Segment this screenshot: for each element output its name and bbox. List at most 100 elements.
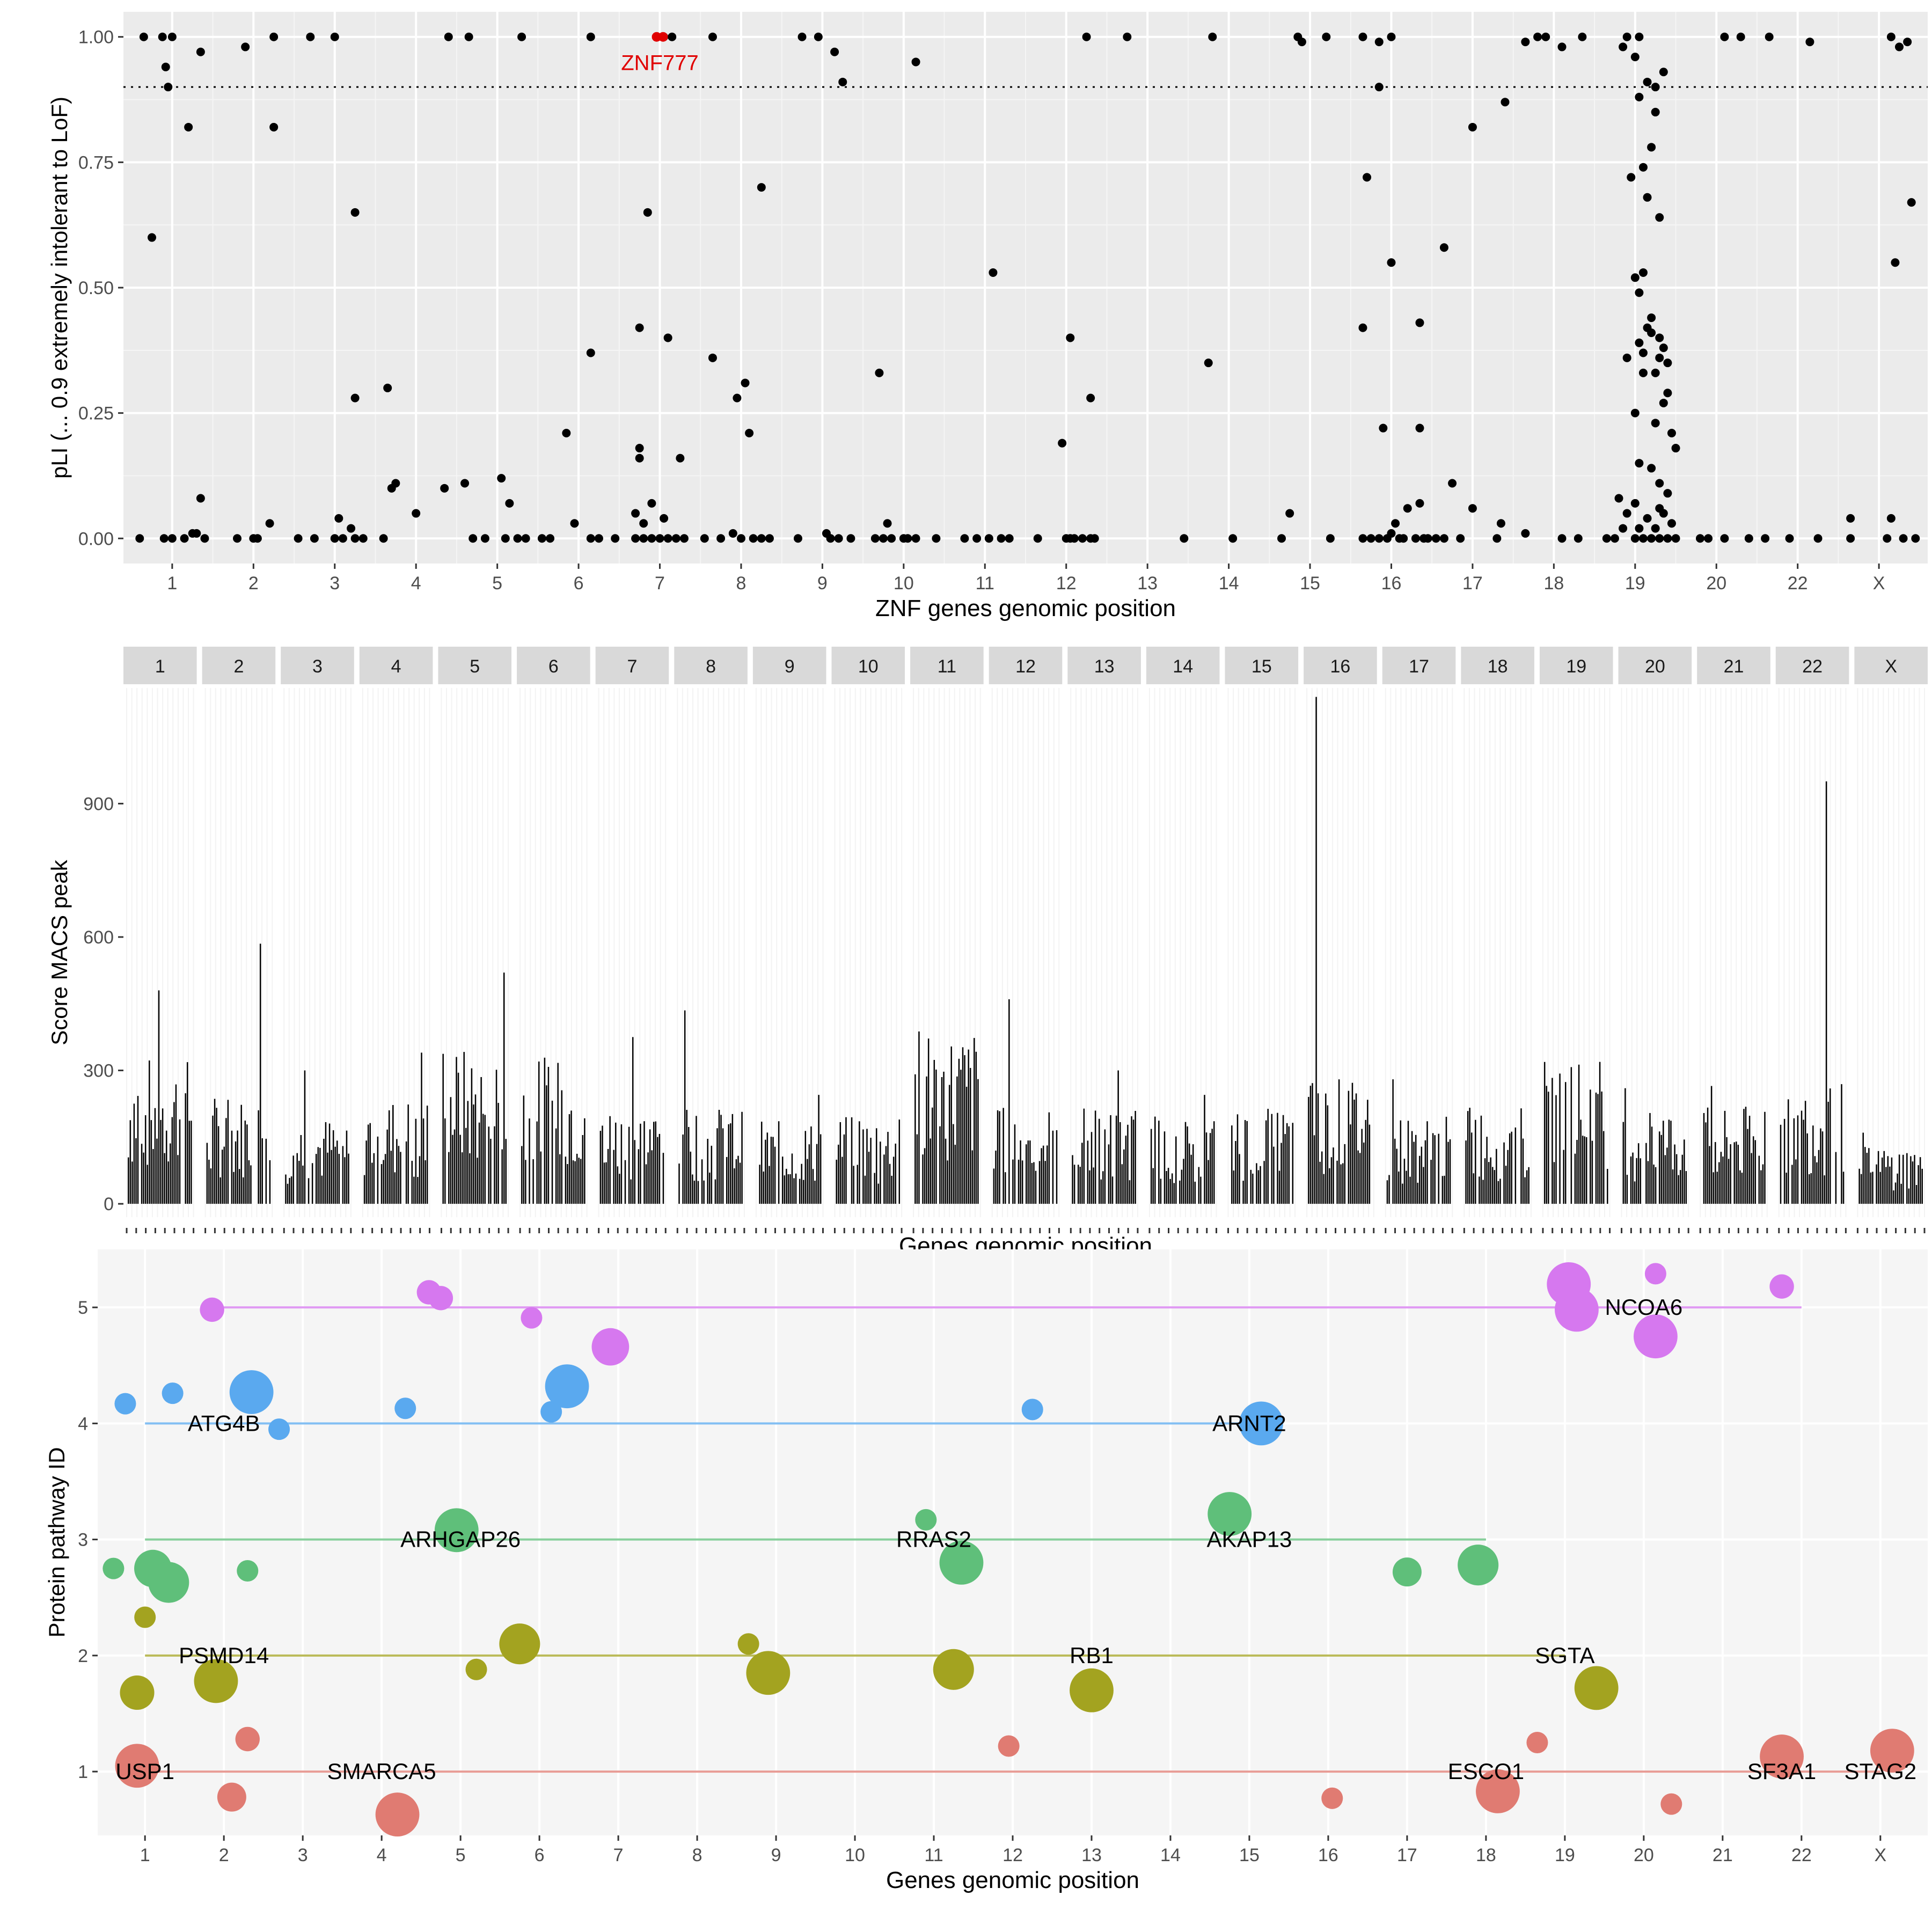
pli-point [480, 534, 489, 543]
pli-point [1643, 193, 1652, 202]
facet-strip-label: 3 [312, 656, 323, 677]
gene-label: RRAS2 [896, 1527, 971, 1552]
macs-bar [1624, 1088, 1626, 1204]
macs-bar [551, 1100, 553, 1204]
macs-bar [421, 1052, 422, 1204]
macs-bar [643, 1121, 645, 1204]
macs-bar [1444, 1175, 1445, 1204]
pli-point [1496, 519, 1505, 528]
macs-bar [1601, 1091, 1602, 1204]
pli-point [1651, 419, 1660, 428]
facet-strip [1461, 647, 1534, 684]
macs-bar [1785, 1173, 1787, 1204]
pathway-bubble [1239, 1401, 1283, 1446]
macs-bar [1739, 1170, 1741, 1204]
pli-point [1387, 529, 1396, 538]
pli-point [1610, 534, 1619, 543]
macs-bar [128, 1157, 129, 1204]
macs-bar [1818, 1150, 1820, 1204]
macs-bar [1675, 1154, 1678, 1204]
y-tick-label: 0.25 [78, 404, 114, 424]
pli-point [158, 32, 167, 41]
pathway-bubble [737, 1633, 759, 1655]
macs-bar [686, 1110, 687, 1204]
macs-bar [380, 1164, 383, 1204]
pli-point [1374, 38, 1384, 47]
macs-bar [1810, 1173, 1812, 1204]
macs-bar [803, 1180, 804, 1204]
macs-bar [1312, 1083, 1313, 1204]
pli-point [1541, 32, 1550, 41]
macs-bar [244, 1121, 246, 1204]
macs-bar [1520, 1108, 1522, 1204]
facet-strip [1539, 647, 1613, 684]
macs-bar [678, 1163, 680, 1204]
macs-bar [1497, 1181, 1499, 1204]
macs-bar [1127, 1124, 1129, 1204]
macs-bar [344, 1157, 346, 1204]
pli-point [660, 514, 669, 523]
pli-point [838, 77, 847, 86]
macs-bar [1073, 1165, 1075, 1204]
pli-point [826, 534, 835, 543]
pli-point [164, 83, 173, 92]
macs-bar [1870, 1172, 1872, 1204]
pli-point [1228, 534, 1238, 543]
pli-point [586, 348, 595, 357]
macs-bar [845, 1117, 847, 1204]
macs-bar [367, 1124, 369, 1204]
pli-point [1655, 534, 1664, 543]
facet-chr-8: 8 [674, 647, 748, 1233]
macs-bar [1492, 1167, 1494, 1204]
pli-point [1886, 32, 1896, 41]
macs-bar [953, 1124, 954, 1204]
macs-bar [1803, 1119, 1804, 1204]
macs-bar [259, 943, 261, 1204]
pli-point [1720, 534, 1729, 543]
macs-bar [718, 1110, 720, 1204]
macs-bar [1499, 1179, 1501, 1204]
macs-bar [716, 1128, 718, 1204]
macs-bar [741, 1111, 743, 1204]
macs-bar [133, 1103, 135, 1204]
macs-bar [1004, 1172, 1006, 1204]
pli-point [1667, 429, 1676, 438]
macs-bar [1398, 1171, 1400, 1204]
macs-bar [1129, 1180, 1131, 1204]
pli-point [655, 534, 664, 543]
macs-bar [1748, 1116, 1751, 1204]
macs-bar [1327, 1105, 1329, 1204]
facet-chr-14: 14 [1146, 647, 1220, 1233]
top-gridlines [123, 12, 1928, 564]
macs-bar [417, 1177, 419, 1204]
macs-bar [1900, 1183, 1902, 1204]
pathway-bubble [237, 1560, 259, 1582]
macs-bar [1087, 1140, 1089, 1204]
gene-label: ARNT2 [1212, 1410, 1286, 1436]
pli-point [1638, 368, 1648, 377]
pli-point [1082, 32, 1091, 41]
macs-bar [1490, 1157, 1491, 1204]
macs-bar [576, 1153, 578, 1204]
macs-bar [1919, 1157, 1921, 1204]
macs-bar [216, 1108, 217, 1204]
macs-bar [1184, 1122, 1187, 1204]
macs-bar [1292, 1123, 1294, 1204]
macs-bar [1465, 1140, 1467, 1204]
pathway-bubble [1760, 1735, 1804, 1779]
macs-bar [1555, 1095, 1557, 1204]
pathway-bubble [1021, 1399, 1043, 1421]
macs-bar [1679, 1170, 1681, 1204]
macs-bar [898, 1119, 901, 1204]
macs-bar [323, 1138, 325, 1204]
macs-bar [1083, 1108, 1085, 1204]
macs-bar [1091, 1132, 1093, 1204]
pli-point [1907, 198, 1916, 207]
macs-bar [1814, 1156, 1816, 1204]
gene-label: SMARCA5 [327, 1759, 436, 1784]
macs-bar [1912, 1161, 1914, 1204]
macs-bar [1664, 1155, 1666, 1204]
macs-bar [1584, 1136, 1585, 1204]
macs-bar [315, 1154, 317, 1204]
macs-bar [1546, 1086, 1548, 1204]
